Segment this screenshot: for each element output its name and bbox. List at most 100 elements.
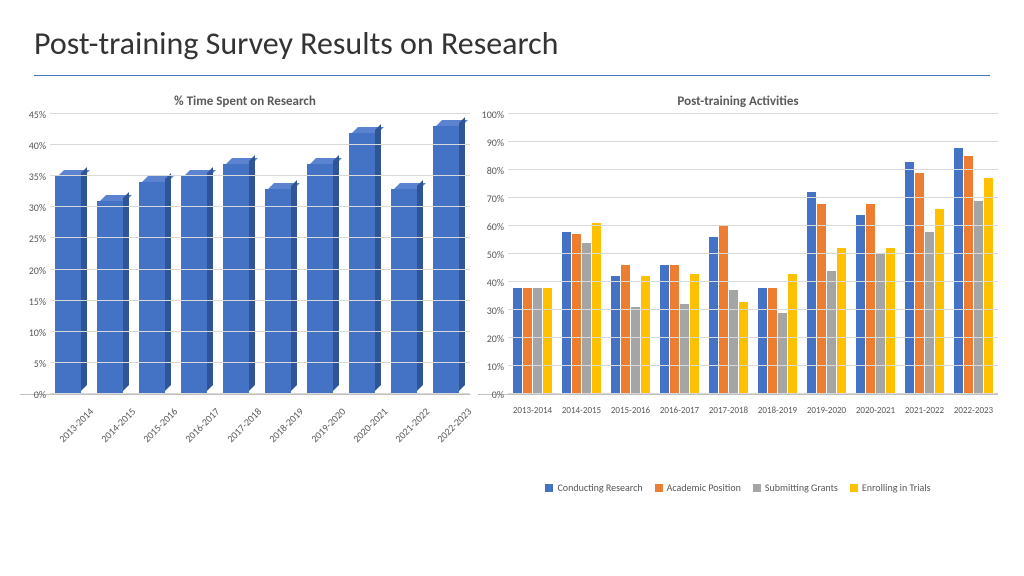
legend-swatch (850, 484, 858, 492)
gridline: 10% (508, 365, 998, 366)
gridline: 30% (50, 206, 470, 207)
bar (660, 265, 669, 394)
bar (964, 156, 973, 394)
x-axis-labels-right: 2013-20142014-20152015-20162016-20172017… (478, 401, 998, 461)
bar (680, 304, 689, 394)
bar (729, 290, 738, 394)
bar (925, 232, 934, 394)
y-tick-label: 30% (20, 201, 46, 214)
x-axis-labels-left: 2013-20142014-20152015-20162016-20172017… (20, 401, 470, 461)
bar (886, 248, 895, 394)
bar (533, 288, 542, 394)
time-spent-chart: % Time Spent on Research 0% 5% 10% 15% 20% 25… (20, 94, 470, 494)
x-tick-label: 2014-2015 (557, 405, 606, 416)
bar (523, 288, 532, 394)
gridline: 35% (50, 175, 470, 176)
bar (984, 178, 993, 394)
bar (572, 234, 581, 394)
bar (954, 148, 963, 394)
y-tick-label: 0% (20, 388, 46, 401)
y-tick-label: 60% (478, 220, 504, 233)
x-tick-label: 2016-2017 (655, 405, 704, 416)
bar (915, 173, 924, 394)
bars-right (508, 115, 998, 394)
y-tick-label: 20% (20, 264, 46, 277)
bar (709, 237, 718, 394)
y-tick-label: 40% (478, 276, 504, 289)
x-tick-label: 2022-2023 (949, 405, 998, 416)
bar (670, 265, 679, 394)
gridline: 40% (50, 144, 470, 145)
chart-title-right: Post-training Activities (478, 94, 998, 109)
bar (621, 265, 630, 394)
activities-chart: Post-training Activities 0% 10% 20% 30% 40% 5… (478, 94, 998, 494)
gridline: 10% (50, 331, 470, 332)
x-tick-label: 2013-2014 (508, 405, 557, 416)
x-tick-label: 2015-2016 (606, 405, 655, 416)
bar (611, 276, 620, 394)
y-tick-label: 0% (478, 388, 504, 401)
gridline: 20% (508, 337, 998, 338)
bar (562, 232, 571, 394)
y-tick-label: 70% (478, 192, 504, 205)
x-tick-label: 2018-2019 (753, 405, 802, 416)
plot-area-right: 0% 10% 20% 30% 40% 50% 60% 70% 80% 90% 100% (478, 115, 998, 395)
gridline: 0% (508, 393, 998, 394)
y-tick-label: 20% (478, 332, 504, 345)
bar (788, 274, 797, 394)
y-tick-label: 100% (478, 108, 504, 121)
bar (641, 276, 650, 394)
x-tick-label: 2019-2020 (802, 405, 851, 416)
legend-swatch (753, 484, 761, 492)
bar (690, 274, 699, 394)
bar (778, 313, 787, 394)
bar (807, 192, 816, 394)
gridline: 60% (508, 225, 998, 226)
y-tick-label: 40% (20, 139, 46, 152)
bar (758, 288, 767, 394)
x-tick-label: 2020-2021 (851, 405, 900, 416)
legend-item: Submitting Grants (753, 481, 838, 494)
charts-row: % Time Spent on Research 0% 5% 10% 15% 20% 25… (0, 76, 1024, 494)
bar (768, 288, 777, 394)
y-tick-label: 80% (478, 164, 504, 177)
y-tick-label: 5% (20, 357, 46, 370)
gridline: 45% (50, 113, 470, 114)
legend-label: Enrolling in Trials (862, 481, 931, 494)
chart-title-left: % Time Spent on Research (20, 94, 470, 109)
gridline: 25% (50, 237, 470, 238)
legend-item: Academic Position (655, 481, 741, 494)
y-tick-label: 10% (20, 326, 46, 339)
legend: Conducting Research Academic Position Subm… (478, 481, 998, 494)
bar (739, 302, 748, 394)
y-tick-label: 90% (478, 136, 504, 149)
gridline: 100% (508, 113, 998, 114)
y-tick-label: 50% (478, 248, 504, 261)
y-tick-label: 30% (478, 304, 504, 317)
bar (856, 215, 865, 394)
legend-item: Conducting Research (545, 481, 642, 494)
gridline: 20% (50, 269, 470, 270)
gridline: 70% (508, 197, 998, 198)
y-tick-label: 45% (20, 108, 46, 121)
legend-label: Academic Position (667, 481, 741, 494)
bar (837, 248, 846, 394)
y-tick-label: 10% (478, 360, 504, 373)
slide-title: Post-training Survey Results on Research (0, 0, 1024, 71)
gridline: 0% (50, 393, 470, 394)
gridline: 40% (508, 281, 998, 282)
bar (827, 271, 836, 394)
gridline: 80% (508, 169, 998, 170)
bars-left (50, 115, 470, 394)
bar (935, 209, 944, 394)
y-tick-label: 25% (20, 232, 46, 245)
x-tick-label: 2021-2022 (900, 405, 949, 416)
x-tick-label: 2017-2018 (704, 405, 753, 416)
y-tick-label: 15% (20, 295, 46, 308)
bar (513, 288, 522, 394)
gridline: 50% (508, 253, 998, 254)
gridline: 15% (50, 300, 470, 301)
gridline: 30% (508, 309, 998, 310)
bar (631, 307, 640, 394)
bar (543, 288, 552, 394)
